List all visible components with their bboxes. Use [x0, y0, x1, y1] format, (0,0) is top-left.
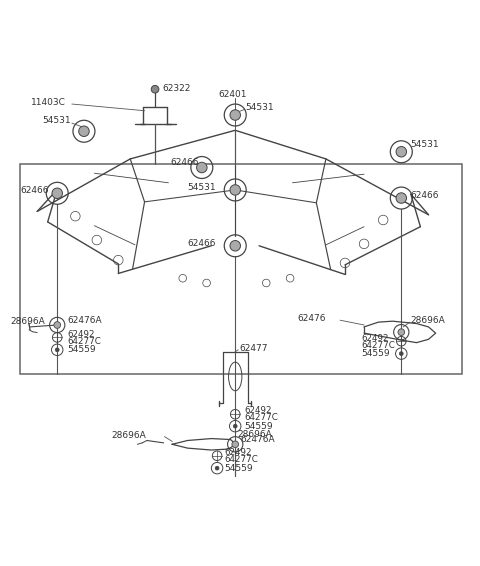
Circle shape — [399, 351, 403, 355]
Text: 11403C: 11403C — [31, 98, 66, 107]
Circle shape — [55, 348, 59, 351]
Circle shape — [230, 110, 240, 120]
Text: 64277C: 64277C — [67, 337, 101, 346]
Text: 62466: 62466 — [188, 239, 216, 248]
Text: 62492: 62492 — [225, 448, 252, 457]
Text: 62401: 62401 — [218, 89, 247, 98]
Text: 62492: 62492 — [245, 406, 272, 415]
Text: 28696A: 28696A — [111, 431, 146, 440]
Text: 54531: 54531 — [246, 103, 275, 112]
Text: 62322: 62322 — [163, 84, 191, 93]
Text: 62466: 62466 — [410, 191, 438, 200]
Text: 54531: 54531 — [188, 183, 216, 192]
Text: 64277C: 64277C — [225, 454, 259, 464]
Text: 54559: 54559 — [362, 349, 390, 358]
Circle shape — [398, 329, 405, 336]
Circle shape — [197, 162, 207, 173]
Text: 54531: 54531 — [410, 140, 439, 149]
Text: 28696A: 28696A — [10, 317, 45, 325]
Circle shape — [151, 85, 159, 93]
Text: 62492: 62492 — [67, 330, 95, 339]
Circle shape — [396, 193, 407, 203]
Text: 62476A: 62476A — [240, 435, 275, 444]
Circle shape — [232, 441, 239, 448]
Circle shape — [396, 147, 407, 157]
Text: 64277C: 64277C — [362, 341, 396, 350]
Text: 62476A: 62476A — [67, 316, 102, 325]
Text: 28696A: 28696A — [237, 430, 272, 439]
Circle shape — [79, 126, 89, 136]
Text: 54531: 54531 — [42, 116, 71, 125]
Circle shape — [215, 466, 219, 470]
Circle shape — [233, 424, 237, 428]
Text: 62466: 62466 — [171, 158, 199, 167]
Text: 54559: 54559 — [225, 464, 253, 473]
Text: 64277C: 64277C — [245, 413, 279, 422]
Circle shape — [230, 185, 240, 195]
Text: 54559: 54559 — [245, 422, 274, 431]
Circle shape — [54, 321, 60, 328]
Text: 54559: 54559 — [67, 345, 96, 354]
Text: 62477: 62477 — [239, 344, 267, 353]
Bar — [21, 164, 462, 374]
Text: 62466: 62466 — [21, 186, 49, 195]
Text: 28696A: 28696A — [411, 316, 445, 325]
Circle shape — [52, 188, 62, 199]
Text: 62492: 62492 — [362, 334, 389, 343]
Text: 62476: 62476 — [297, 314, 326, 323]
Circle shape — [230, 241, 240, 251]
